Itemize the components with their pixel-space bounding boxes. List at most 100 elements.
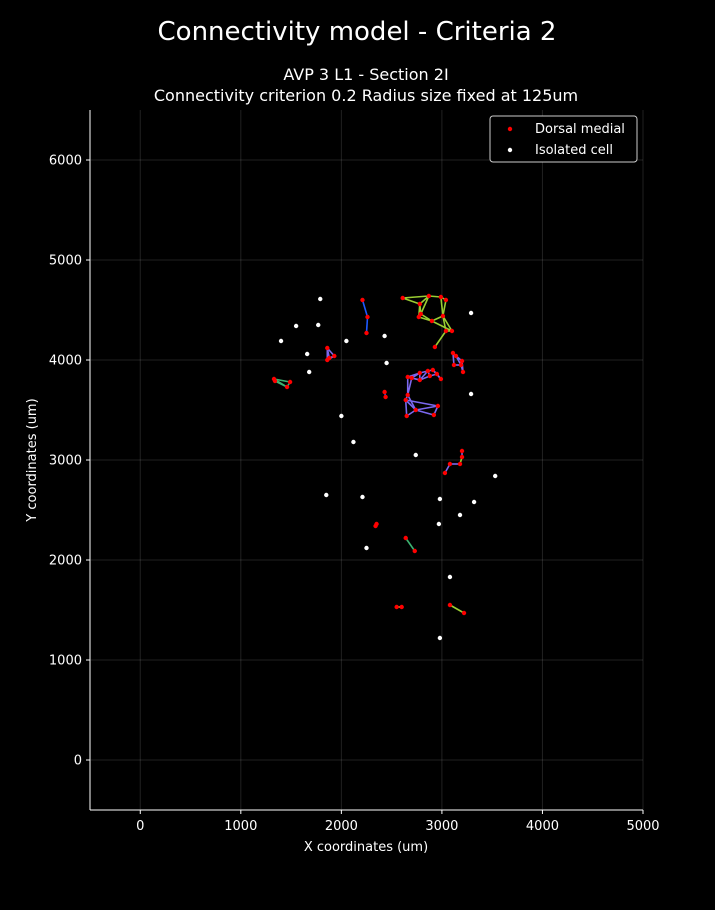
dorsal-medial-point: [458, 362, 464, 368]
dorsal-medial-point: [429, 318, 435, 324]
dorsal-medial-point: [373, 523, 378, 529]
isolated-cell-point: [364, 545, 369, 551]
dorsal-medial-point: [418, 311, 423, 317]
dorsal-medial-point: [430, 367, 436, 373]
isolated-cell-point: [437, 635, 443, 641]
connection-edge: [407, 394, 417, 411]
dorsal-medial-point: [400, 295, 405, 301]
dorsal-medial-point: [383, 394, 388, 400]
isolated-cell-point: [437, 496, 443, 502]
dorsal-medial-point: [404, 413, 409, 419]
dorsal-medial-point: [425, 368, 431, 374]
y-tick-label: 5000: [49, 254, 82, 269]
chart-title-line-1: AVP 3 L1 - Section 2I: [283, 65, 448, 84]
isolated-cell-point: [447, 574, 453, 580]
connection-edge: [420, 295, 430, 315]
y-tick-label: 4000: [49, 354, 82, 369]
connection-edge: [405, 537, 416, 552]
isolated-cell-point: [293, 323, 299, 329]
dorsal-medial-point: [403, 535, 408, 541]
x-tick-label: 2000: [325, 819, 358, 834]
connection-edge: [273, 378, 291, 383]
isolated-cell-point: [278, 338, 284, 344]
dorsal-medial-point: [440, 313, 446, 319]
isolated-cell-point: [457, 512, 463, 518]
cell-points: [271, 293, 498, 641]
dorsal-medial-point: [399, 604, 404, 610]
isolated-cell-point: [316, 322, 321, 328]
dorsal-medial-point: [403, 397, 408, 403]
dorsal-medial-point: [417, 370, 422, 376]
isolated-cell-point: [468, 391, 474, 397]
dorsal-medial-point: [412, 548, 417, 554]
connection-edge: [418, 316, 433, 322]
isolated-cell-point: [344, 338, 349, 344]
y-tick-label: 3000: [49, 454, 82, 469]
dorsal-medial-point: [449, 328, 455, 334]
connection-edge: [434, 330, 447, 348]
connection-edge: [402, 297, 421, 305]
axes: 0 1000 2000 3000 4000 5000 0 1000 2000 3000 4000 50…: [49, 110, 660, 834]
legend-frame: [489, 115, 638, 163]
dorsal-medial-point: [443, 297, 449, 303]
connection-edge: [404, 399, 408, 417]
dorsal-medial-point: [364, 330, 369, 336]
dorsal-medial-point: [413, 407, 418, 413]
dorsal-medial-point: [459, 448, 465, 454]
dorsal-medial-point: [272, 378, 278, 384]
dorsal-medial-point: [438, 294, 444, 300]
y-tick-label: 1000: [49, 654, 82, 669]
connection-edge: [415, 409, 435, 416]
isolated-cell-point: [492, 473, 498, 479]
dorsal-medial-point: [409, 375, 414, 381]
dorsal-medial-point: [405, 374, 410, 380]
dorsal-medial-point: [447, 602, 453, 608]
dorsal-medial-point: [461, 610, 467, 616]
x-tick-label: 4000: [526, 819, 559, 834]
dorsal-medial-point: [460, 369, 466, 375]
dorsal-medial-point: [432, 344, 438, 350]
dorsal-medial-point: [325, 357, 330, 363]
legend-label-dorsal-medial: Dorsal medial: [535, 122, 625, 137]
x-tick-label: 5000: [626, 819, 659, 834]
y-tick-label: 0: [74, 754, 82, 769]
legend-marker-dorsal-medial: [507, 126, 513, 132]
isolated-cell-point: [471, 499, 477, 505]
dorsal-medial-point: [457, 461, 463, 467]
dorsal-medial-point: [284, 384, 290, 390]
isolated-cell-point: [339, 413, 344, 419]
dorsal-medial-point: [450, 350, 456, 356]
x-tick-label: 0: [136, 819, 144, 834]
dorsal-medial-point: [417, 377, 422, 383]
y-tick-label: 2000: [49, 554, 82, 569]
legend: Dorsal medial Isolated cell: [489, 115, 638, 163]
isolated-cell-point: [360, 494, 365, 500]
dorsal-medial-point: [332, 353, 337, 359]
dorsal-medial-point: [287, 379, 293, 385]
dorsal-medial-point: [426, 293, 432, 299]
isolated-cell-point: [304, 351, 310, 357]
isolated-cell-point: [384, 360, 389, 366]
dorsal-medial-point: [434, 371, 440, 377]
y-tick-label: 6000: [49, 154, 82, 169]
dorsal-medial-point: [405, 392, 410, 398]
legend-label-isolated-cell: Isolated cell: [535, 143, 613, 158]
dorsal-medial-point: [438, 376, 444, 382]
chart-suptitle: Connectivity model - Criteria 2: [158, 17, 557, 47]
dorsal-medial-point: [431, 412, 437, 418]
legend-marker-isolated-cell: [507, 147, 513, 153]
dorsal-medial-point: [459, 358, 465, 364]
isolated-cell-point: [468, 310, 474, 316]
dorsal-medial-point: [443, 328, 449, 334]
dorsal-medial-point: [360, 297, 365, 303]
x-tick-label: 3000: [425, 819, 458, 834]
dorsal-medial-point: [453, 353, 459, 359]
connection-edge: [402, 295, 429, 299]
dorsal-medial-point: [382, 389, 387, 395]
connection-edge: [449, 604, 465, 614]
isolated-cell-point: [324, 492, 329, 498]
dorsal-medial-point: [459, 454, 465, 460]
connection-edge: [440, 296, 444, 317]
y-axis-label: Y coordinates (um): [25, 398, 40, 522]
